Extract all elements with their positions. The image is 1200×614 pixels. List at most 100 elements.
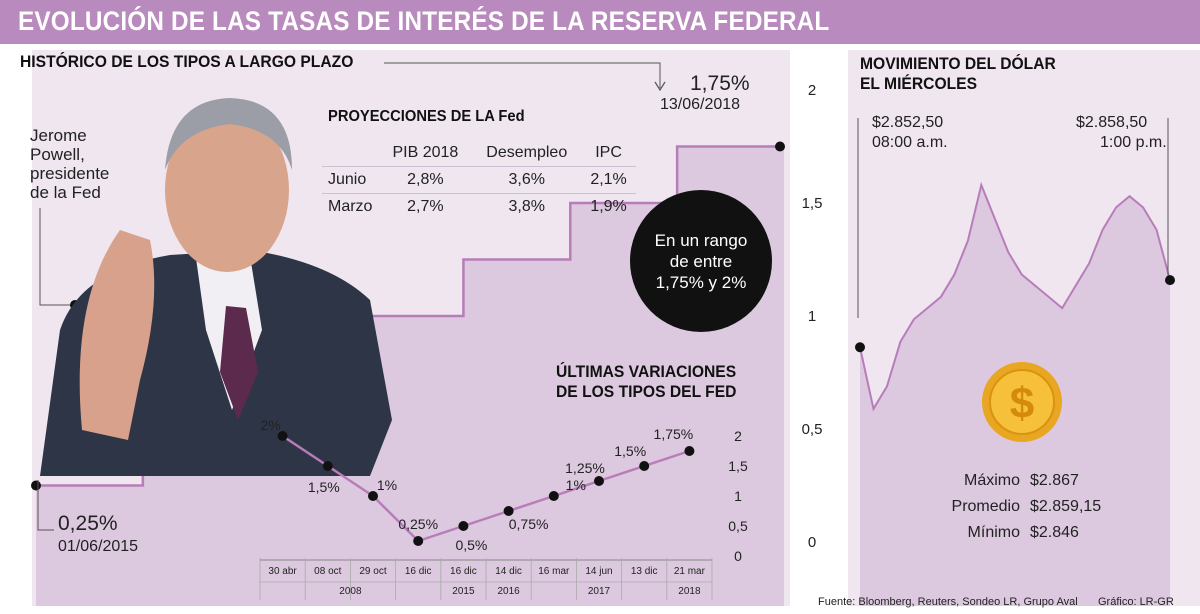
recent-x-tick: 30 abr [268, 566, 297, 577]
recent-point [322, 461, 333, 471]
recent-year-label: 2018 [678, 586, 701, 597]
long-term-heading: HISTÓRICO DE LOS TIPOS A LARGO PLAZO [20, 52, 354, 71]
stat-label: Mínimo [967, 524, 1020, 541]
range-bubble-text: En un rango de entre 1,75% y 2% [654, 230, 748, 292]
start-point [31, 480, 41, 491]
long-term-y-tick: 2 [808, 82, 816, 99]
projections-cell: 3,8% [508, 198, 545, 215]
recent-heading-line2: DE LOS TIPOS DEL FED [556, 382, 737, 401]
projections-row-label: Marzo [328, 198, 373, 215]
end-value: 1,75% [690, 72, 750, 95]
stat-value: $2.846 [1030, 524, 1079, 541]
projections-col-pib: PIB 2018 [392, 144, 459, 161]
recent-point [413, 536, 424, 546]
recent-data-label: 0,75% [509, 516, 549, 532]
recent-year-label: 2015 [452, 586, 475, 597]
dollar-heading-line2: EL MIÉRCOLES [860, 74, 978, 93]
dollar-open-value: $2.852,50 [872, 114, 944, 131]
end-point [775, 141, 785, 152]
dollar-close-point [1165, 275, 1175, 286]
recent-y-tick: 2 [734, 428, 742, 444]
dollar-heading: MOVIMIENTO DEL DÓLAR EL MIÉRCOLES [860, 54, 1056, 94]
person-name-line2: Powell, [30, 145, 85, 164]
recent-x-tick: 29 oct [359, 566, 386, 577]
portrait-tie [220, 306, 258, 420]
recent-heading-line1: ÚLTIMAS VARIACIONES [556, 362, 737, 381]
long-term-y-tick: 0,5 [802, 421, 823, 438]
recent-data-label: 2% [260, 417, 280, 433]
recent-data-label: 1% [566, 477, 586, 493]
projections-row-junio: Junio 2,8% 3,6% 2,1% [322, 166, 636, 194]
long-term-y-tick: 1,5 [802, 195, 823, 212]
long-term-y-tick: 0 [808, 534, 816, 551]
stat-value: $2.859,15 [1030, 498, 1102, 515]
recent-heading: ÚLTIMAS VARIACIONES DE LOS TIPOS DEL FED [556, 362, 736, 402]
dollar-open-time: 08:00 a.m. [872, 134, 948, 151]
projections-header-row: PIB 2018 Desempleo IPC [322, 140, 636, 167]
recent-year-label: 2016 [497, 586, 520, 597]
recent-x-tick: 14 jun [585, 566, 612, 577]
recent-line [281, 434, 690, 543]
recent-x-tick: 16 dic [405, 566, 432, 577]
stat-label: Máximo [963, 472, 1020, 489]
recent-y-tick: 1 [734, 488, 742, 504]
projections-cell: 2,7% [407, 198, 444, 215]
dollar-open-point [855, 342, 865, 353]
coin-symbol: $ [1010, 379, 1034, 428]
recent-point [368, 491, 378, 501]
recent-year-label: 2017 [588, 586, 611, 597]
portrait-photo [40, 98, 392, 476]
end-date: 13/06/2018 [660, 96, 741, 113]
credit-note: Gráfico: LR-GR [1098, 596, 1174, 608]
long-term-y-tick: 1 [808, 308, 816, 325]
recent-point [458, 521, 469, 531]
recent-y-tick: 0,5 [728, 518, 748, 534]
title-bar [0, 0, 1200, 44]
projections-cell: 3,6% [508, 171, 545, 188]
recent-data-label: 0,5% [455, 537, 487, 553]
recent-point [503, 506, 514, 516]
person-role-line1: presidente [30, 164, 110, 183]
recent-x-tick: 14 dic [495, 566, 522, 577]
recent-x-tick: 16 mar [538, 566, 570, 577]
projections-table: PIB 2018 Desempleo IPC Junio 2,8% 3,6% 2… [322, 140, 636, 220]
recent-data-label: 1,5% [614, 443, 646, 459]
dollar-line [859, 181, 1171, 412]
projections-col-desempleo: Desempleo [486, 144, 568, 161]
end-leader-arrow [654, 81, 666, 92]
dollar-close-value: $2.858,50 [1076, 114, 1148, 131]
recent-point [277, 431, 288, 441]
start-date: 01/06/2015 [58, 538, 139, 555]
person-caption: Jerome Powell, presidente de la Fed [30, 126, 109, 202]
coin-inner [989, 369, 1055, 435]
portrait-hair [165, 98, 292, 170]
recent-data-label: 0,25% [398, 516, 438, 532]
projections-col-ipc: IPC [595, 144, 622, 161]
person-leader-line [39, 208, 74, 306]
recent-x-tick: 13 dic [631, 566, 658, 577]
projections-row-marzo: Marzo 2,7% 3,8% 1,9% [322, 193, 636, 221]
projections-cell: 2,8% [407, 171, 444, 188]
recent-point [684, 446, 695, 456]
recent-year-label: 2008 [339, 586, 362, 597]
projections-cell: 2,1% [590, 171, 627, 188]
recent-point [639, 461, 650, 471]
end-leader-line [384, 62, 661, 88]
person-role-line2: de la Fed [30, 183, 101, 202]
stat-row-avg: Promedio $2.859,15 [928, 496, 1114, 520]
projections-cell: 1,9% [590, 198, 627, 215]
stat-row-max: Máximo $2.867 [928, 470, 1114, 494]
recent-data-label: 1% [377, 477, 397, 493]
stat-row-min: Mínimo $2.846 [928, 522, 1114, 546]
stat-value: $2.867 [1030, 472, 1079, 489]
recent-x-tick: 08 oct [314, 566, 341, 577]
dollar-close-time: 1:00 p.m. [1100, 134, 1167, 151]
recent-y-tick: 0 [734, 548, 742, 564]
projections-heading: PROYECCIONES DE LA Fed [328, 108, 525, 125]
projections-row-label: Junio [328, 171, 367, 188]
portrait-face [165, 108, 289, 272]
recent-data-label: 1,75% [654, 426, 694, 442]
recent-data-label: 1,5% [308, 479, 340, 495]
recent-y-tick: 1,5 [728, 458, 748, 474]
